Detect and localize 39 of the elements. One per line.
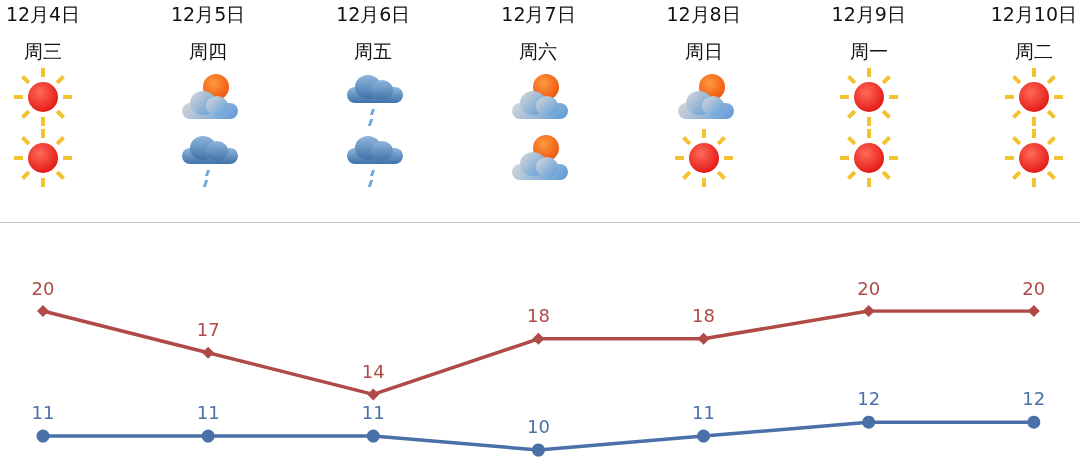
text: 周日	[684, 40, 723, 62]
data-label: 20	[857, 277, 881, 299]
point	[367, 388, 380, 401]
point	[366, 429, 380, 443]
data-label: 10	[526, 416, 550, 437]
data-label: 18	[692, 305, 715, 327]
data-label: 11	[196, 402, 220, 424]
data-label: 12	[1022, 388, 1046, 410]
point	[1027, 415, 1041, 429]
data-label: 11	[31, 402, 55, 424]
x-tick-label: 12月4日	[5, 2, 81, 25]
point	[201, 429, 215, 443]
data-label: 11	[692, 402, 715, 424]
point	[531, 443, 545, 457]
x-tick-label: 12月10日	[990, 2, 1077, 25]
point	[202, 346, 215, 359]
x-tick-label: 12月8日	[666, 2, 741, 25]
text: 周六	[519, 40, 558, 62]
data-label: 20	[31, 277, 55, 299]
text: 周二	[1014, 40, 1053, 62]
point	[862, 305, 875, 317]
point	[862, 415, 876, 429]
data-label: 14	[361, 360, 385, 382]
x-tick-label: 12月9日	[831, 2, 906, 25]
data-label: 11	[361, 402, 385, 424]
x-tick-label: 12月7日	[501, 2, 576, 25]
text: 周五	[354, 40, 393, 62]
data-label: 12	[857, 388, 881, 410]
data-label: 20	[1022, 277, 1046, 299]
data-label: 17	[196, 319, 220, 341]
point	[37, 305, 49, 317]
x-tick-label: 12月5日	[171, 2, 246, 25]
point	[36, 429, 50, 443]
x-tick-label: 12月6日	[336, 2, 411, 25]
text: 周四	[189, 40, 228, 62]
data-label: 18	[526, 305, 550, 327]
point	[697, 429, 711, 443]
text: 周一	[849, 40, 888, 62]
text: 周三	[24, 40, 62, 62]
